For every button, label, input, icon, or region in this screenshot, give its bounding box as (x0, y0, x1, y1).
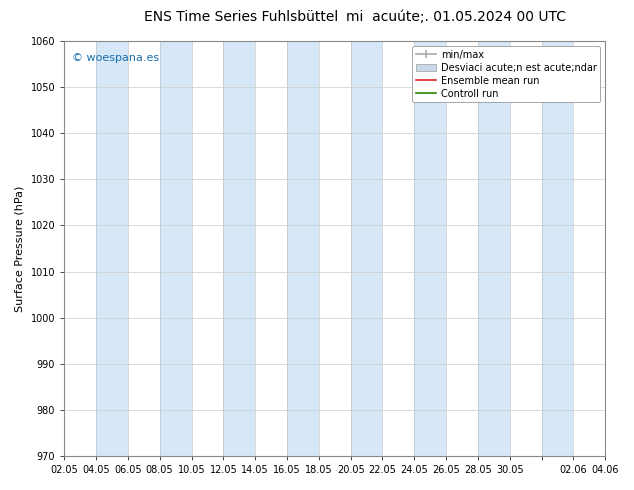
Bar (223, 41, 255, 456)
Bar (541, 41, 573, 456)
Text: mi  acuúte;. 01.05.2024 00 UTC: mi acuúte;. 01.05.2024 00 UTC (346, 10, 567, 24)
Bar (414, 41, 446, 456)
Bar (351, 41, 382, 456)
Bar (96, 41, 128, 456)
Bar (478, 41, 510, 456)
Text: © woespana.es: © woespana.es (72, 53, 159, 64)
Bar (287, 41, 319, 456)
Text: ENS Time Series Fuhlsbüttel: ENS Time Series Fuhlsbüttel (144, 10, 338, 24)
Y-axis label: Surface Pressure (hPa): Surface Pressure (hPa) (15, 185, 25, 312)
Legend: min/max, Desviaci acute;n est acute;ndar, Ensemble mean run, Controll run: min/max, Desviaci acute;n est acute;ndar… (413, 46, 600, 102)
Bar (160, 41, 191, 456)
